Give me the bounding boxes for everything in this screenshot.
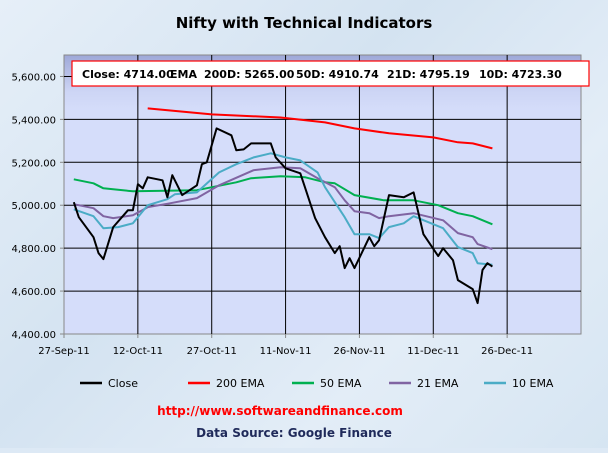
summary-21d: 21D: 4795.19 xyxy=(387,68,470,81)
y-tick-label: 4,600.00 xyxy=(11,287,56,298)
plot-area xyxy=(63,54,582,335)
series-line-50-ema xyxy=(73,175,493,226)
y-tick-label: 5,400.00 xyxy=(11,115,56,126)
x-tick-label: 27-Sep-11 xyxy=(38,346,90,357)
x-tick-label: 11-Nov-11 xyxy=(260,346,312,357)
x-tick-label: 12-Oct-11 xyxy=(113,346,163,357)
x-tick-label: 27-Oct-11 xyxy=(187,346,237,357)
legend-label: 200 EMA xyxy=(216,377,265,390)
y-tick-label: 5,200.00 xyxy=(11,158,56,169)
summary-ema-label: EMA xyxy=(170,68,197,81)
y-tick-label: 5,600.00 xyxy=(11,72,56,83)
indicator-summary-box xyxy=(71,60,590,87)
footer-url: http://www.softwareandfinance.com xyxy=(157,404,403,418)
summary-10d: 10D: 4723.30 xyxy=(479,68,562,81)
chart-title: Nifty with Technical Indicators xyxy=(176,14,433,32)
footer-source: Data Source: Google Finance xyxy=(196,426,392,440)
legend-label: 10 EMA xyxy=(512,377,554,390)
series-line-200-ema xyxy=(147,107,493,150)
y-tick-label: 4,400.00 xyxy=(11,330,56,341)
x-tick-label: 26-Nov-11 xyxy=(333,346,385,357)
legend-label: 21 EMA xyxy=(417,377,459,390)
summary-50d: 50D: 4910.74 xyxy=(296,68,379,81)
x-tick-label: 26-Dec-11 xyxy=(481,346,533,357)
summary-close: Close: 4714.00 xyxy=(82,68,174,81)
y-tick-label: 4,800.00 xyxy=(11,244,56,255)
y-tick-label: 5,000.00 xyxy=(11,201,56,212)
series-line-10-ema xyxy=(73,152,493,266)
series-line-close xyxy=(72,127,493,305)
legend-label: 50 EMA xyxy=(320,377,362,390)
summary-200d: 200D: 5265.00 xyxy=(204,68,295,81)
series-line-21-ema xyxy=(73,166,493,251)
x-tick-label: 11-Dec-11 xyxy=(407,346,459,357)
legend-label: Close xyxy=(108,377,138,390)
